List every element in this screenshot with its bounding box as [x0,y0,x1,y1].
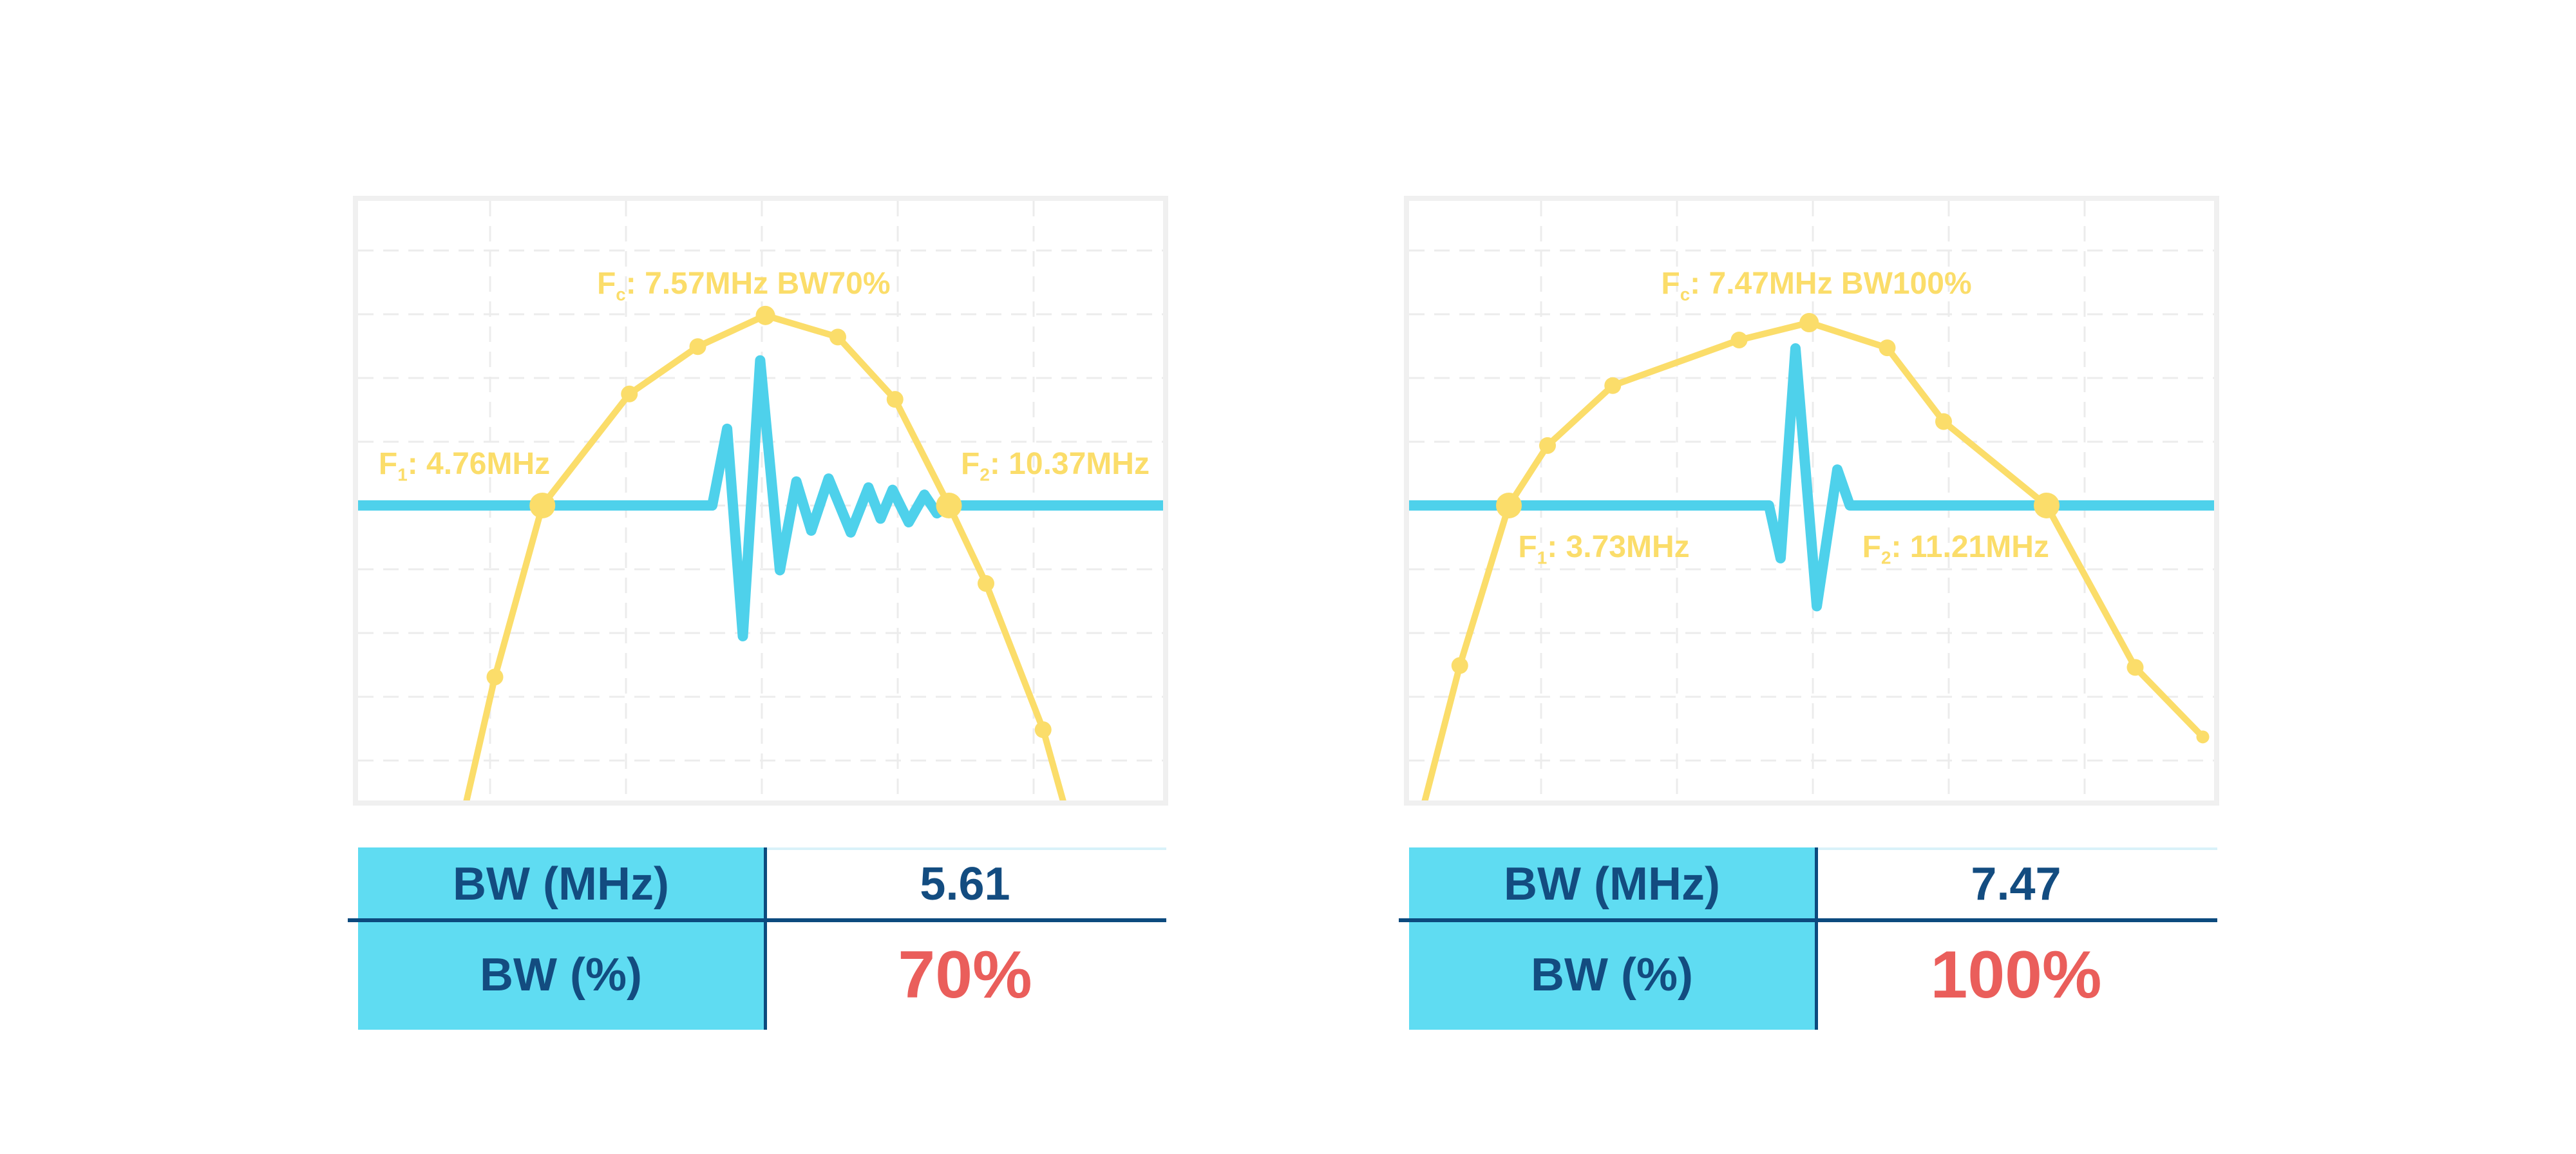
envelope-marker-dot [689,338,706,355]
bw-table-narrowband: BW (MHz) 5.61 BW (%) 70% [348,847,1166,1030]
bw-pct-label-cell: BW (%) [358,920,764,1030]
bw-mhz-value-cell: 5.61 [920,858,1010,910]
envelope-marker-dot [1539,437,1556,454]
table-row-divider [1399,918,2217,922]
chart-narrowband-70pct: Fc: 7.57MHz BW70% F1: 4.76MHz F2: 10.37MHz [353,196,1168,806]
chart-plot-svg [358,201,1163,800]
envelope-marker-dot [886,391,904,408]
bw-mhz-value-cell: 7.47 [1971,858,2061,910]
bw-pct-value-cell: 100% [1930,937,2102,1012]
pulse-waveform-line [1409,343,2214,612]
table-top-divider [767,847,1166,850]
table-row: BW (%) 70% [358,920,1166,1030]
table-column-divider [764,847,767,1030]
peak-marker-dot [1799,312,1819,332]
chart-plot-svg [1409,201,2214,800]
table-column-divider [1815,847,1818,1030]
fc-label: Fc: 7.57MHz BW70% [596,266,891,305]
f1-marker-dot [529,492,556,518]
envelope-marker-dot [1451,657,1468,674]
spectrum-envelope-line [463,312,1066,800]
f2-marker-dot [936,492,962,518]
end-marker-dot [2196,730,2210,744]
table-row: BW (%) 100% [1409,920,2217,1030]
bw-pct-label-cell: BW (%) [1409,920,1815,1030]
fc-label: Fc: 7.47MHz BW100% [1661,266,1972,305]
pulse-waveform-line [358,355,1163,641]
f2-label: F2: 11.21MHz [1862,530,2049,568]
envelope-marker-dot [486,668,504,686]
table-top-divider [1818,847,2217,850]
table-row: BW (MHz) 7.47 [1409,847,2217,920]
bw-table-broadband: BW (MHz) 7.47 BW (%) 100% [1399,847,2217,1030]
envelope-marker-dot [1604,377,1622,394]
envelope-marker-dot [1034,721,1052,739]
envelope-marker-dot [978,574,994,592]
envelope-marker-dot [829,328,846,346]
envelope-marker-dot [621,385,638,402]
table-row: BW (MHz) 5.61 [358,847,1166,920]
peak-marker-dot [755,305,775,325]
bw-mhz-label-cell: BW (MHz) [1409,847,1815,920]
envelope-marker-dot [1879,339,1896,357]
bw-mhz-label-cell: BW (MHz) [358,847,764,920]
f1-label: F1: 4.76MHz [378,446,551,485]
envelope-marker-dot [1730,331,1748,348]
envelope-marker-dot [1935,413,1952,430]
f1-label: F1: 3.73MHz [1518,530,1690,568]
chart-broadband-100pct: Fc: 7.47MHz BW100% F1: 3.73MHz F2: 11.21MH… [1404,196,2219,806]
f1-marker-dot [1496,492,1522,518]
f2-label: F2: 10.37MHz [961,446,1150,485]
table-row-divider [348,918,1166,922]
bw-pct-value-cell: 70% [898,937,1032,1012]
f2-marker-dot [2034,492,2060,518]
envelope-marker-dot [2126,659,2144,676]
spectrum-envelope-line [1421,319,2206,800]
